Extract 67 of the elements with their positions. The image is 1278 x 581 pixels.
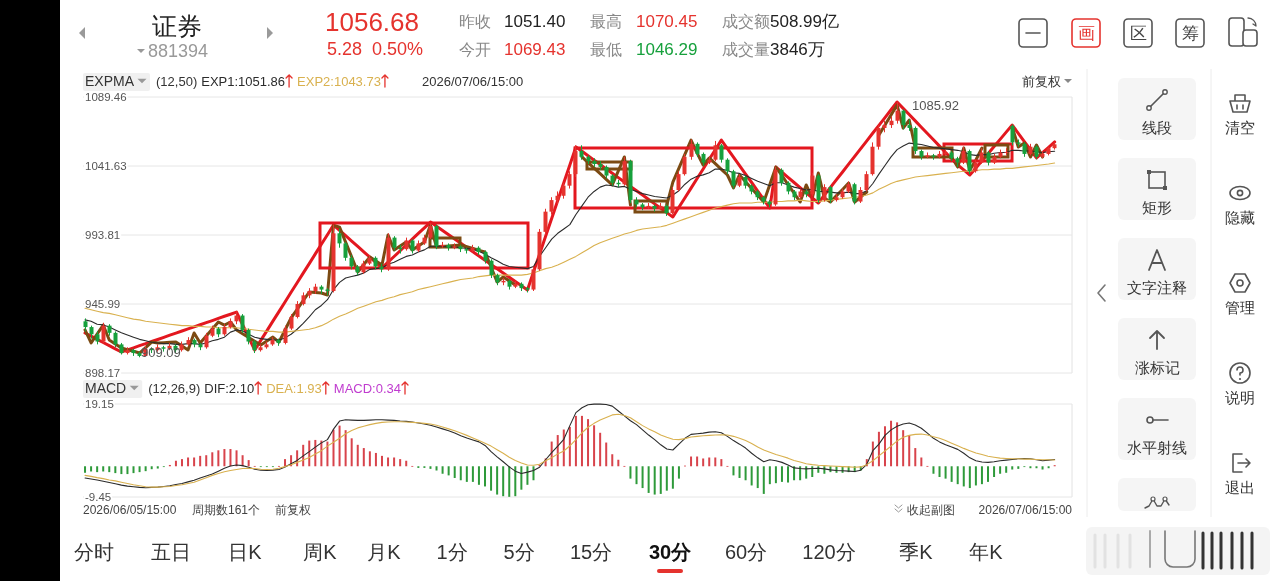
y-tick-label: 898.17 — [85, 367, 121, 379]
text: 前复权 — [275, 503, 311, 517]
text: DEA:1.93 — [266, 381, 322, 396]
text: 2026/07/06/15:00 — [978, 503, 1073, 517]
text: 周期数161个 — [192, 503, 261, 517]
text: 昨收 — [459, 13, 491, 30]
text: 1分 — [436, 541, 468, 563]
text: 1046.29 — [636, 40, 698, 59]
chart-title: EXPMA — [85, 73, 135, 89]
text: 1070.45 — [636, 12, 698, 31]
text: 月K — [367, 541, 402, 563]
text: 508.99亿 — [770, 12, 839, 31]
text: 周K — [303, 541, 338, 563]
text: 日K — [228, 541, 263, 563]
text: 5分 — [503, 541, 535, 563]
text: 线段 — [1142, 119, 1172, 136]
text: 1069.43 — [504, 40, 566, 59]
text: 水平射线 — [1127, 439, 1187, 456]
text: 最高 — [590, 13, 622, 30]
text: 60分 — [724, 541, 768, 563]
text: EXP1:1051.86 — [201, 74, 286, 89]
text: 2026/07/06/15:00 — [422, 74, 524, 89]
text: 成交量 — [722, 41, 770, 58]
text: 管理 — [1225, 299, 1255, 316]
text: 隐藏 — [1225, 209, 1255, 226]
text: 0.50% — [372, 39, 424, 59]
text: 区 — [1129, 24, 1147, 43]
text: 画 — [1077, 24, 1095, 43]
chart-title: MACD — [85, 380, 127, 396]
chart-subtitle: (12,50) — [156, 74, 198, 89]
text: 涨标记 — [1134, 359, 1180, 376]
text: 今开 — [459, 41, 491, 58]
text: DIF:2.10 — [204, 381, 255, 396]
text: 15分 — [569, 541, 613, 563]
y-tick-label: 1089.46 — [85, 91, 127, 103]
text: 证券 — [152, 12, 202, 40]
text: 5.28 — [327, 39, 363, 59]
text: 1051.40 — [504, 12, 566, 31]
text: 退出 — [1225, 479, 1255, 496]
text: 分时 — [74, 541, 114, 563]
text: 说明 — [1225, 389, 1255, 406]
text: 季K — [899, 541, 934, 563]
text: 筹 — [1181, 24, 1199, 43]
text: EXP2:1043.73 — [297, 74, 381, 89]
y-tick-label: 993.81 — [85, 229, 121, 242]
text: 年K — [969, 541, 1004, 563]
y-tick-label: -9.45 — [85, 491, 112, 503]
text: 文字注释 — [1127, 279, 1187, 296]
y-tick-label: 945.99 — [85, 298, 121, 310]
text: 成交额 — [722, 13, 770, 30]
y-tick-label: 1041.63 — [85, 160, 127, 173]
y-tick-label: 19.15 — [85, 398, 114, 410]
text: 30分 — [648, 541, 693, 563]
text: 前复权 — [1022, 74, 1061, 89]
text: MACD:0.34 — [333, 381, 401, 396]
text: 收起副图 — [907, 503, 955, 517]
text: 1056.68 — [325, 7, 419, 37]
text: 矩形 — [1142, 199, 1172, 216]
text: 881394 — [148, 41, 209, 61]
text: 120分 — [802, 541, 856, 563]
text: 清空 — [1225, 119, 1255, 136]
text: 五日 — [151, 541, 191, 563]
annotation: 1085.92 — [912, 98, 959, 113]
text: 3846万 — [770, 40, 825, 59]
chart-subtitle: (12,26,9) — [148, 381, 201, 396]
text: 最低 — [590, 41, 622, 58]
text: 2026/06/05/15:00 — [83, 503, 177, 517]
